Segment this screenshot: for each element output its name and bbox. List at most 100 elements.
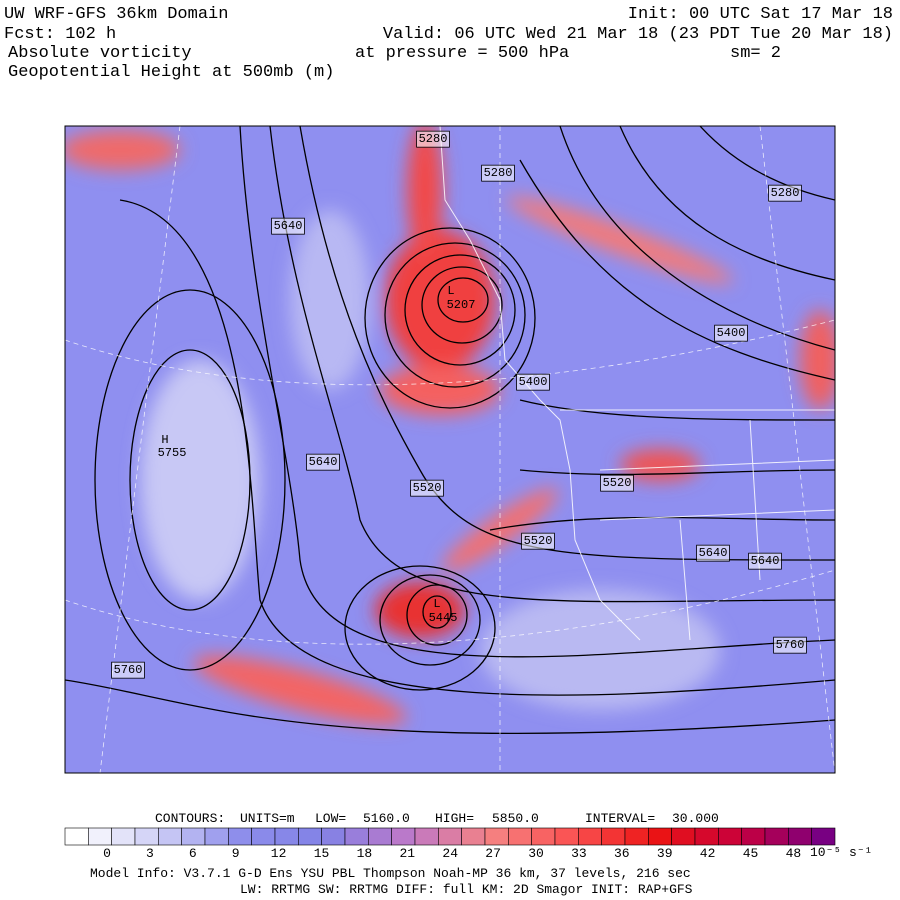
colorbar-cell (158, 827, 182, 846)
colorbar-cell (764, 827, 789, 846)
contour-label-box (768, 184, 802, 202)
colorbar-tick-label: 42 (700, 846, 716, 861)
colorbar-tick-label: 6 (189, 846, 197, 861)
model-info: Model Info: V3.7.1 G-D Ens YSU PBL Thomp… (90, 866, 691, 881)
colorbar-cell (554, 827, 579, 846)
contour-label-box (306, 453, 340, 471)
colorbar-cell (391, 827, 416, 846)
colorbar-tick-label: 18 (357, 846, 373, 861)
colorbar-tick-label: 30 (528, 846, 544, 861)
contour-label: 5755 (158, 446, 187, 460)
contour-info: 5160.0 (363, 811, 410, 826)
contour-label-box (714, 324, 748, 342)
contour-label: 5640 (309, 455, 338, 469)
colorbar-cell (624, 827, 649, 846)
contour-label: 5400 (519, 375, 548, 389)
contour-field: Geopotential Height at 500mb (m) (8, 63, 334, 82)
contour-info: CONTOURS: (155, 811, 225, 826)
colorbar-cell (601, 827, 626, 846)
contour-label: 5520 (603, 476, 632, 490)
contour-label: 5207 (447, 298, 476, 312)
contour-label: 5760 (776, 638, 805, 652)
physics-info: LW: RRTMG SW: RRTMG DIFF: full KM: 2D Sm… (240, 882, 693, 897)
field-name: Absolute vorticity (8, 44, 192, 63)
colorbar-cell (438, 827, 462, 846)
contour-label: 5640 (751, 554, 780, 568)
contour-label: 5520 (524, 534, 553, 548)
contour-label: 5400 (717, 326, 746, 340)
contour-label: 5640 (699, 546, 728, 560)
contour-info: 5850.0 (492, 811, 539, 826)
contour-label: 5280 (771, 186, 800, 200)
colorbar-cell (321, 827, 346, 846)
colorbar-cell (274, 827, 299, 846)
colorbar-tick-label: 9 (232, 846, 240, 861)
contour-label-box (111, 661, 145, 679)
contour-label-box (416, 130, 450, 148)
colorbar-tick-label: 12 (271, 846, 287, 861)
contour-label: L (433, 597, 440, 611)
colorbar-cell (788, 827, 812, 846)
title: UW WRF-GFS 36km Domain (4, 5, 228, 24)
colorbar-cell (508, 827, 532, 846)
contour-label-box (521, 532, 555, 550)
contour-label-box (516, 373, 550, 391)
colorbar-tick-label: 0 (103, 846, 111, 861)
colorbar-tick-label: 21 (399, 846, 415, 861)
contour-label: H (161, 433, 168, 447)
colorbar-cell (718, 827, 742, 846)
colorbar-cell (694, 827, 719, 846)
colorbar-tick-label: 39 (657, 846, 673, 861)
colorbar-tick-label: 45 (743, 846, 759, 861)
contour-label-box (748, 552, 782, 570)
contour-label-box (481, 164, 515, 182)
colorbar-units: 10⁻⁵ s⁻¹ (810, 845, 872, 860)
vorticity-field (65, 126, 835, 725)
contour-label-box (696, 544, 730, 562)
colorbar-cell (88, 827, 112, 846)
contour-info: INTERVAL= (585, 811, 655, 826)
colorbar-tick-label: 15 (314, 846, 330, 861)
colorbar-cell (251, 827, 276, 846)
contour-info: 30.000 (672, 811, 719, 826)
colorbar-cell (484, 827, 509, 846)
contour-label: L (447, 284, 454, 298)
colorbar-tick-label: 33 (571, 846, 587, 861)
contour-label-box (410, 479, 444, 497)
forecast-hour: Fcst: 102 h (4, 25, 116, 44)
colorbar-tick-label: 3 (146, 846, 154, 861)
colorbar-cell (578, 827, 602, 846)
colorbar-cell (811, 827, 836, 846)
colorbar-tick-label: 27 (485, 846, 501, 861)
colorbar-tick-label: 48 (786, 846, 802, 861)
colorbar-cell (671, 827, 696, 846)
valid-time: Valid: 06 UTC Wed 21 Mar 18 (23 PDT Tue … (383, 25, 893, 44)
coastlines (439, 126, 835, 641)
pressure-level: at pressure = 500 hPa (355, 44, 569, 63)
colorbar-cell (134, 827, 159, 846)
colorbar-cell (344, 827, 369, 846)
colorbar-cell (531, 827, 556, 846)
colorbar-cell (64, 827, 89, 846)
contour-label-box (773, 636, 807, 654)
contour-label-box (271, 217, 305, 235)
colorbar-cell (741, 827, 766, 846)
init-time: Init: 00 UTC Sat 17 Mar 18 (628, 5, 893, 24)
contour-label: 5640 (274, 219, 303, 233)
contour-info: LOW= (315, 811, 346, 826)
contour-label: 5280 (419, 132, 448, 146)
smoothing: sm= 2 (730, 44, 781, 63)
colorbar-cell (461, 827, 486, 846)
colorbar-cell (228, 827, 252, 846)
contour-label: 5445 (429, 611, 458, 625)
colorbar-cell (368, 827, 392, 846)
colorbar-cell (414, 827, 439, 846)
contour-label: 5280 (484, 166, 513, 180)
contour-label: 5760 (114, 663, 143, 677)
contour-info: HIGH= (435, 811, 474, 826)
colorbar-cell (204, 827, 229, 846)
colorbar-cell (298, 827, 322, 846)
colorbar-tick-label: 24 (442, 846, 458, 861)
colorbar-cell (111, 827, 136, 846)
